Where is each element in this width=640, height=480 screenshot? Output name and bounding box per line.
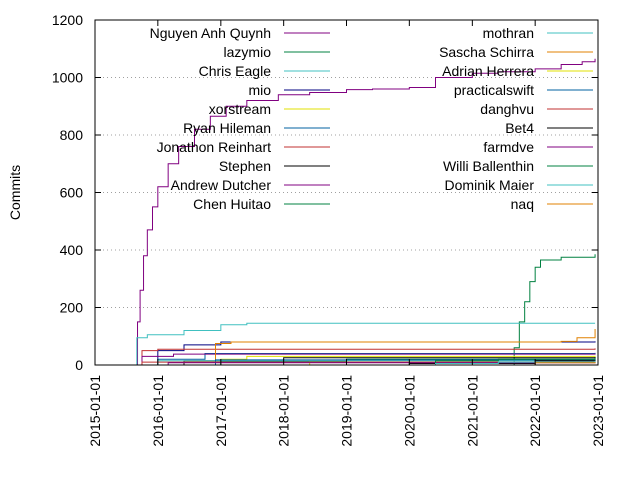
legend-label-nguyen-anh-quynh: Nguyen Anh Quynh [150, 25, 271, 41]
y-tick-label: 1000 [52, 70, 83, 86]
legend-label-andrew-dutcher: Andrew Dutcher [171, 177, 272, 193]
x-tick-label: 2022-01-01 [527, 375, 543, 447]
series-line-chris-eagle [135, 322, 596, 366]
x-tick-label: 2020-01-01 [401, 375, 417, 447]
x-tick-label: 2021-01-01 [464, 375, 480, 447]
legend-label-stephen: Stephen [219, 158, 271, 174]
x-tick-label: 2016-01-01 [150, 375, 166, 447]
legend-label-naq: naq [511, 196, 534, 212]
legend-label-practicalswift: practicalswift [454, 82, 534, 98]
legend-label-jonathon-reinhart: Jonathon Reinhart [157, 139, 272, 155]
y-tick-label: 400 [60, 242, 84, 258]
legend-label-adrian-herrera: Adrian Herrera [442, 63, 534, 79]
x-tick-label: 2017-01-01 [213, 375, 229, 447]
legend-label-mio: mio [248, 82, 271, 98]
legend-label-ryan-hileman: Ryan Hileman [183, 120, 271, 136]
y-tick-label: 200 [60, 300, 84, 316]
legend-label-xorstream: xorstream [209, 101, 271, 117]
x-tick-label: 2018-01-01 [276, 375, 292, 447]
legend-label-chen-huitao: Chen Huitao [193, 196, 271, 212]
legend-label-mothran: mothran [483, 25, 534, 41]
x-tick-label: 2019-01-01 [339, 375, 355, 447]
y-tick-label: 0 [75, 357, 83, 373]
legend-label-farmdve: farmdve [483, 139, 534, 155]
y-tick-label: 600 [60, 185, 84, 201]
legend-label-willi-ballenthin: Willi Ballenthin [443, 158, 534, 174]
y-tick-label: 1200 [52, 12, 83, 28]
legend-label-danghvu: danghvu [480, 101, 534, 117]
series-line-lazymio [508, 254, 596, 366]
legend-label-sascha-schirra: Sascha Schirra [439, 44, 534, 60]
y-axis-title: Commits [7, 165, 23, 220]
series-line-sascha-schirra [205, 329, 596, 366]
legend-label-dominik-maier: Dominik Maier [445, 177, 535, 193]
series-line-nguyen-anh-quynh [135, 58, 596, 366]
legend: Nguyen Anh Quynh lazymio Chris Eagle mio xor… [150, 25, 593, 212]
legend-label-bet4: Bet4 [505, 120, 534, 136]
x-tick-label: 2015-01-01 [87, 375, 103, 447]
legend-label-lazymio: lazymio [224, 44, 272, 60]
x-tick-label: 2023-01-01 [590, 375, 606, 447]
legend-label-chris-eagle: Chris Eagle [199, 63, 272, 79]
y-tick-label: 800 [60, 127, 84, 143]
axis-ticks: 0 200 400 600 800 1000 1200 2015-01-01 2016-01-0… [52, 12, 606, 447]
